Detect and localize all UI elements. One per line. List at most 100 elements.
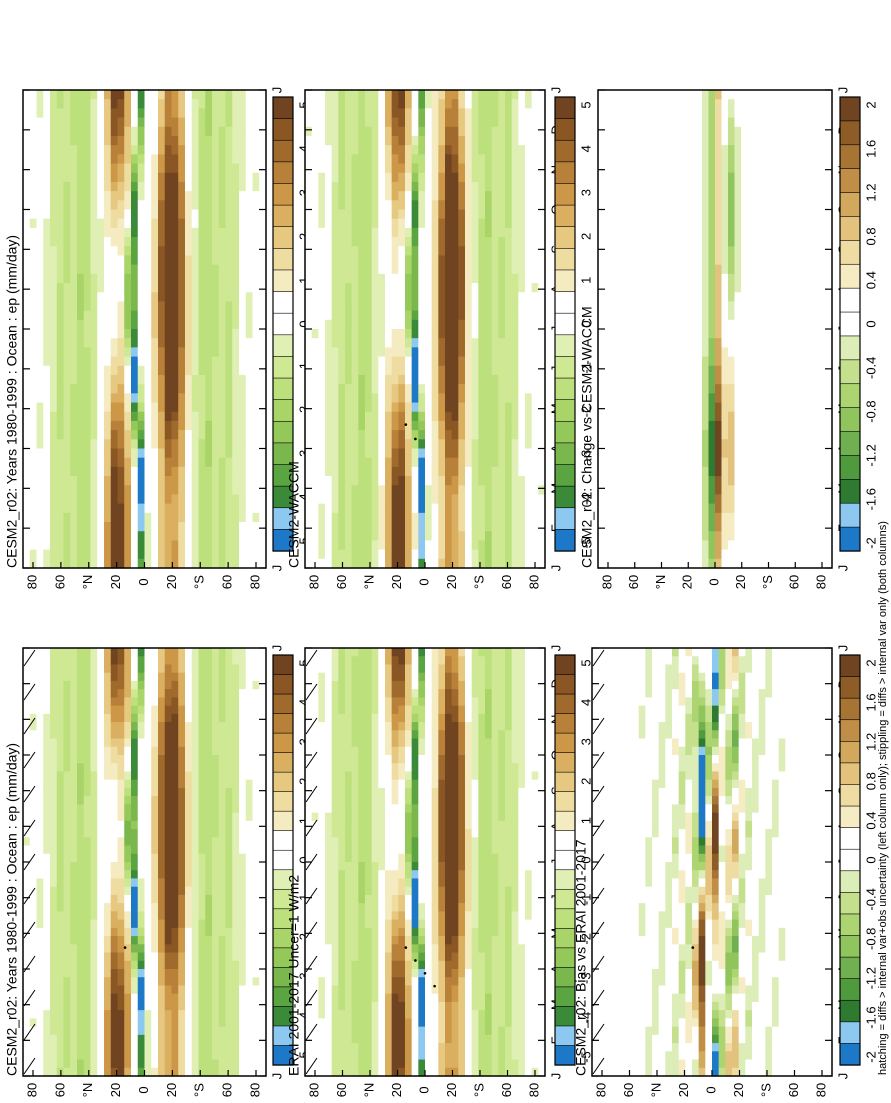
heatmap-cell — [29, 237, 38, 247]
heatmap-cell — [185, 154, 193, 165]
heatmap-cell — [124, 503, 132, 514]
heatmap-cell — [212, 1010, 220, 1019]
heatmap-cell — [43, 549, 51, 560]
heatmap-cell — [104, 680, 112, 690]
heatmap-cell — [36, 301, 44, 312]
heatmap-cell — [56, 787, 65, 797]
heatmap-cell — [83, 689, 92, 698]
heatmap-cell — [411, 903, 419, 912]
heatmap-cell — [110, 356, 119, 367]
heatmap-cell — [185, 1026, 193, 1036]
heatmap-cell — [225, 771, 233, 781]
heatmap-cell — [371, 804, 379, 814]
heatmap-cell — [232, 273, 240, 284]
heatmap-cell — [164, 181, 173, 192]
heatmap-cell — [164, 1001, 173, 1011]
heatmap-cell — [178, 648, 186, 657]
heatmap-cell — [418, 1043, 426, 1052]
heatmap-cell — [144, 1034, 152, 1044]
heatmap-cell — [425, 1067, 433, 1077]
colorbar-swatch — [272, 713, 294, 734]
heatmap-cell — [50, 448, 58, 459]
heatmap-cell — [218, 713, 227, 723]
heatmap-cell — [151, 804, 159, 814]
heatmap-cell — [411, 1043, 419, 1052]
y-tick-label: 0 — [136, 1086, 151, 1093]
heatmap-cell — [178, 878, 186, 888]
heatmap-cell — [117, 812, 125, 822]
heatmap-cell — [239, 713, 247, 723]
heatmap-cell — [239, 689, 247, 698]
heatmap-cell — [365, 985, 373, 995]
heatmap-cell — [198, 664, 206, 674]
heatmap-cell — [325, 886, 333, 896]
heatmap-cell — [191, 246, 200, 257]
heatmap-cell — [23, 985, 31, 995]
heatmap-cell — [63, 255, 71, 266]
heatmap-cell — [50, 919, 58, 929]
heatmap-cell — [205, 319, 213, 330]
heatmap-cell — [252, 246, 260, 257]
heatmap-cell — [43, 1059, 51, 1069]
heatmap-cell — [151, 135, 159, 146]
heatmap-cell — [104, 796, 112, 805]
heatmap-cell — [151, 664, 159, 674]
heatmap-cell — [385, 812, 393, 822]
heatmap-cell — [239, 664, 247, 674]
heatmap-cell — [239, 218, 247, 229]
heatmap-cell — [331, 680, 339, 690]
heatmap-cell — [218, 237, 227, 247]
heatmap-cell — [345, 787, 353, 797]
heatmap-cell — [23, 237, 31, 247]
heatmap-cell — [398, 853, 406, 863]
heatmap-cell — [212, 1043, 220, 1052]
heatmap-cell — [70, 969, 78, 978]
heatmap-cell — [232, 319, 240, 330]
heatmap-cell — [151, 485, 159, 496]
heatmap-cell — [245, 264, 254, 275]
heatmap-cell — [97, 985, 105, 995]
heatmap-cell — [431, 911, 439, 921]
heatmap-cell — [77, 310, 85, 321]
heatmap-cell — [252, 1034, 260, 1044]
heatmap-cell — [144, 227, 152, 238]
heatmap-cell — [117, 402, 125, 413]
heatmap-cell — [418, 886, 426, 896]
heatmap-cell — [63, 952, 71, 962]
heatmap-cell — [83, 402, 92, 413]
heatmap-cell — [245, 549, 254, 560]
heatmap-cell — [405, 960, 413, 970]
heatmap-cell — [305, 936, 313, 945]
heatmap-cell — [252, 779, 260, 789]
heatmap-cell — [137, 771, 146, 781]
heatmap-cell — [198, 448, 206, 459]
heatmap-cell — [97, 246, 105, 257]
heatmap-cell — [144, 977, 152, 987]
heatmap-cell — [43, 319, 51, 330]
heatmap-cell — [124, 255, 132, 266]
heatmap-cell — [164, 812, 173, 822]
heatmap-cell — [259, 689, 267, 698]
heatmap-cell — [63, 503, 71, 514]
heatmap-cell — [171, 648, 179, 657]
heatmap-cell — [83, 347, 92, 358]
heatmap-cell — [144, 787, 152, 797]
heatmap-cell — [225, 99, 233, 109]
heatmap-cell — [245, 870, 254, 880]
heatmap-cell — [164, 319, 173, 330]
heatmap-cell — [97, 705, 105, 715]
heatmap-cell — [225, 689, 233, 698]
heatmap-cell — [171, 944, 179, 954]
heatmap-cell — [137, 1018, 146, 1028]
heatmap-cell — [43, 656, 51, 666]
heatmap-cell — [77, 549, 85, 560]
heatmap-cell — [185, 936, 193, 945]
heatmap-cell — [43, 927, 51, 937]
heatmap-cell — [131, 301, 139, 312]
heatmap-cell — [311, 1034, 319, 1044]
heatmap-cell — [365, 919, 373, 929]
heatmap-cell — [405, 886, 413, 896]
heatmap-cell — [90, 273, 98, 284]
heatmap-cell — [158, 145, 166, 155]
heatmap-cell — [212, 845, 220, 855]
